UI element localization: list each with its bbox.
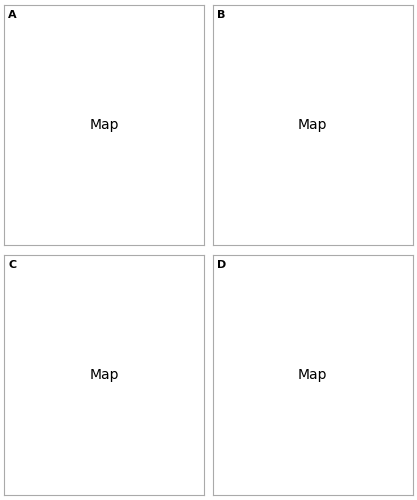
Text: A: A — [8, 10, 17, 20]
Text: B: B — [216, 10, 225, 20]
Text: Map: Map — [90, 368, 119, 382]
Text: Map: Map — [298, 368, 327, 382]
Text: C: C — [8, 260, 16, 270]
Text: Map: Map — [298, 118, 327, 132]
Text: Map: Map — [90, 118, 119, 132]
Text: D: D — [216, 260, 226, 270]
